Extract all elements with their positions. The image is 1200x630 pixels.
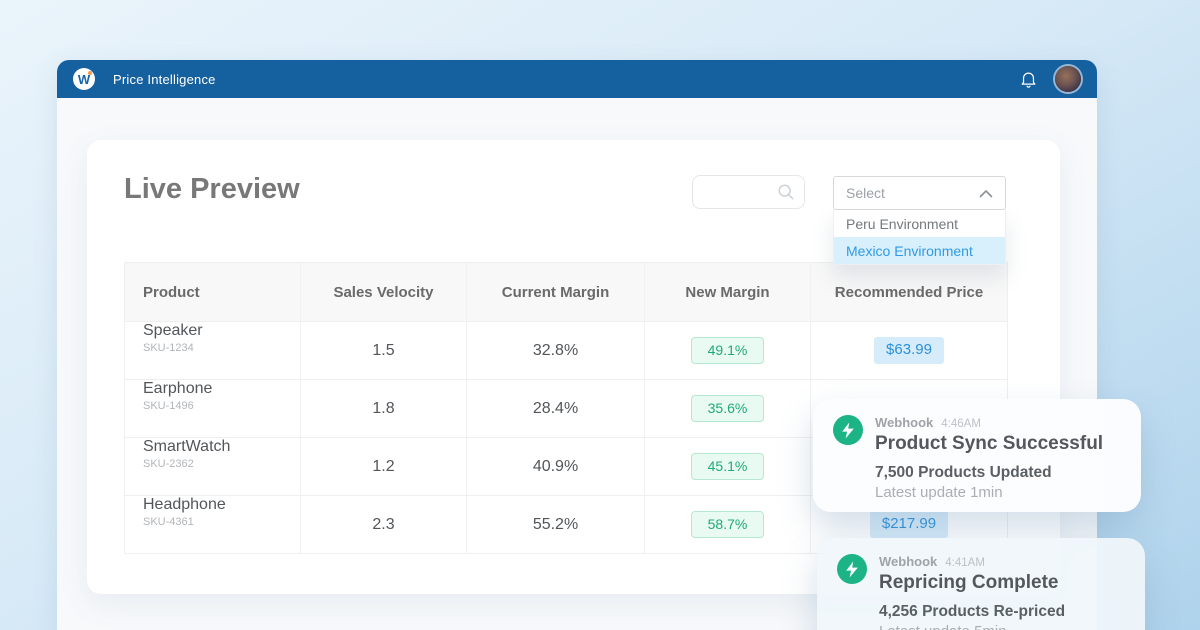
new-margin-badge: 35.6%	[690, 394, 765, 423]
cell-current-margin: 28.4%	[466, 380, 644, 437]
cell-sales-velocity: 1.8	[300, 380, 466, 437]
lightning-bolt-icon	[833, 415, 863, 445]
cell-recommended-price	[810, 380, 1007, 437]
cell-new-margin: 49.1%	[644, 322, 810, 379]
recommended-price-badge: $217.99	[869, 511, 949, 538]
table-row: SmartWatch SKU-2362 1.2 40.9% 45.1%	[125, 437, 1007, 495]
column-header-product: Product	[143, 283, 200, 301]
chevron-up-icon	[979, 189, 993, 197]
table-header-row: Product Sales Velocity Current Margin Ne…	[125, 263, 1007, 321]
cell-product: Speaker SKU-1234	[125, 322, 300, 379]
cell-current-margin: 55.2%	[466, 496, 644, 553]
cell-sales-velocity: 1.2	[300, 438, 466, 495]
product-sku: SKU-1234	[143, 342, 194, 355]
cell-current-margin: 40.9%	[466, 438, 644, 495]
bell-icon[interactable]	[1020, 70, 1037, 89]
new-margin-badge: 58.7%	[690, 510, 765, 539]
select-placeholder: Select	[846, 185, 885, 201]
toast-meta: Webhook 4:46AM	[875, 415, 1123, 430]
live-preview-card: Live Preview Select Peru Environment Mex…	[87, 140, 1060, 594]
search-input[interactable]	[693, 184, 777, 200]
cell-recommended-price: $63.99	[810, 322, 1007, 379]
navbar-right	[1020, 66, 1081, 92]
toast-body: Webhook 4:46AM Product Sync Successful 7…	[875, 415, 1123, 501]
dropdown-option-peru[interactable]: Peru Environment	[834, 210, 1005, 237]
column-header-new-margin: New Margin	[644, 263, 810, 321]
top-navbar: W Price Intelligence	[57, 60, 1097, 98]
app-logo[interactable]: W	[73, 68, 95, 90]
cell-sales-velocity: 1.5	[300, 322, 466, 379]
new-margin-badge: 45.1%	[690, 452, 765, 481]
environment-dropdown: Peru Environment Mexico Environment	[833, 210, 1006, 265]
logo-letter: W	[77, 71, 91, 87]
cell-recommended-price: $217.99	[810, 496, 1007, 553]
page-title: Live Preview	[124, 173, 300, 205]
products-table: Product Sales Velocity Current Margin Ne…	[124, 262, 1008, 554]
column-header-recommended-price: Recommended Price	[810, 263, 1007, 321]
table-row: Earphone SKU-1496 1.8 28.4% 35.6%	[125, 379, 1007, 437]
toast-body: Webhook 4:41AM Repricing Complete 4,256 …	[879, 554, 1127, 630]
search-box[interactable]	[692, 175, 805, 209]
product-sku: SKU-4361	[143, 516, 194, 529]
app-title: Price Intelligence	[113, 71, 216, 87]
toast-title: Product Sync Successful	[875, 433, 1104, 454]
recommended-price-badge: $63.99	[874, 337, 944, 364]
toast-subtext: Latest update 5min	[879, 623, 1127, 630]
toast-subtext: Latest update 1min	[875, 484, 1003, 501]
product-sku: SKU-1496	[143, 400, 194, 413]
toast-meta: Webhook 4:41AM	[879, 554, 1127, 569]
toast-detail: 7,500 Products Updated	[875, 464, 1052, 481]
toast-source: Webhook	[879, 554, 938, 569]
product-name: Earphone	[143, 380, 213, 397]
toast-product-sync: Webhook 4:46AM Product Sync Successful 7…	[813, 399, 1141, 512]
logo-accent-dot	[88, 71, 92, 75]
toast-repricing: Webhook 4:41AM Repricing Complete 4,256 …	[817, 538, 1145, 630]
new-margin-badge: 49.1%	[690, 336, 765, 365]
user-avatar[interactable]	[1055, 66, 1081, 92]
cell-new-margin: 35.6%	[644, 380, 810, 437]
toast-timestamp: 4:41AM	[945, 557, 985, 569]
toast-timestamp: 4:46AM	[941, 418, 981, 430]
toast-source: Webhook	[875, 415, 934, 430]
product-name: Speaker	[143, 322, 203, 339]
toast-detail: 4,256 Products Re-priced	[879, 603, 1066, 620]
column-header-sales-velocity: Sales Velocity	[300, 263, 466, 321]
product-sku: SKU-2362	[143, 458, 194, 471]
cell-product: SmartWatch SKU-2362	[125, 438, 300, 495]
dropdown-option-mexico[interactable]: Mexico Environment	[834, 237, 1005, 264]
cell-current-margin: 32.8%	[466, 322, 644, 379]
table-row: Headphone SKU-4361 2.3 55.2% 58.7% $217.…	[125, 495, 1007, 553]
cell-product: Headphone SKU-4361	[125, 496, 300, 553]
lightning-bolt-icon	[837, 554, 867, 584]
cell-new-margin: 45.1%	[644, 438, 810, 495]
environment-select[interactable]: Select	[833, 176, 1006, 210]
table-row: Speaker SKU-1234 1.5 32.8% 49.1% $63.99	[125, 321, 1007, 379]
product-name: SmartWatch	[143, 438, 231, 455]
cell-new-margin: 58.7%	[644, 496, 810, 553]
search-icon	[778, 184, 794, 200]
toast-title: Repricing Complete	[879, 572, 1059, 593]
product-name: Headphone	[143, 496, 226, 513]
cell-sales-velocity: 2.3	[300, 496, 466, 553]
cell-recommended-price	[810, 438, 1007, 495]
cell-product: Earphone SKU-1496	[125, 380, 300, 437]
column-header-current-margin: Current Margin	[466, 263, 644, 321]
